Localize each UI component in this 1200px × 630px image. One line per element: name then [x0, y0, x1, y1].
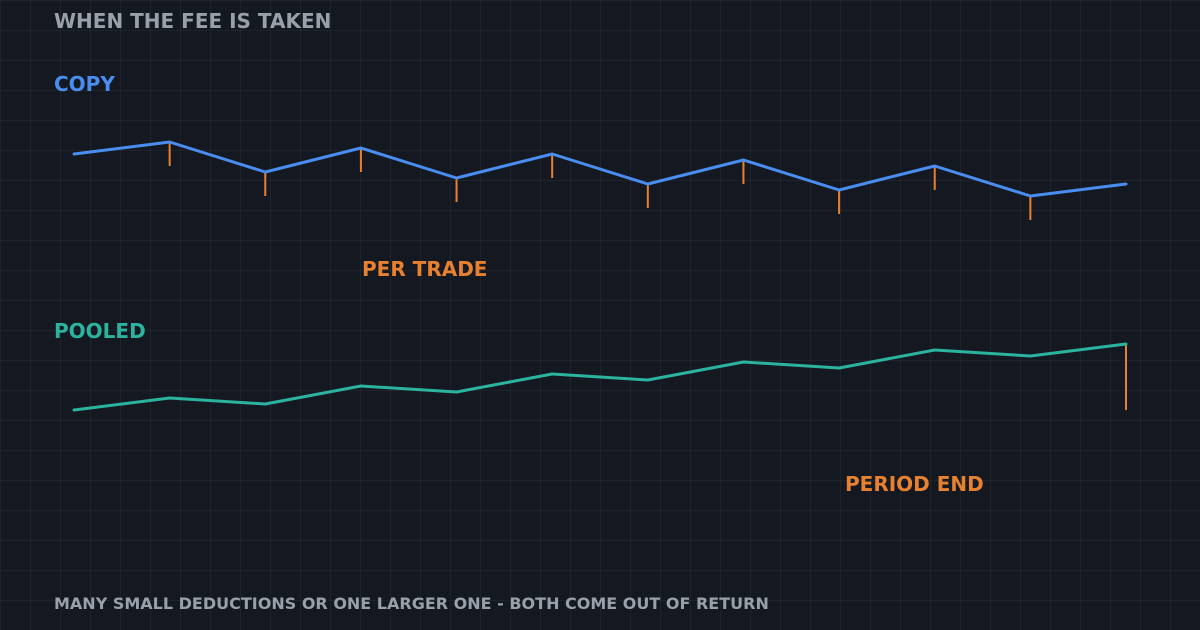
copy-panel: [72, 140, 1128, 220]
footer-note: MANY SMALL DEDUCTIONS OR ONE LARGER ONE …: [54, 594, 769, 613]
pooled-panel-label: POOLED: [54, 319, 146, 343]
per-trade-annotation: PER TRADE: [362, 257, 488, 281]
copy-panel-label: COPY: [54, 72, 115, 96]
pooled-series-line: [72, 342, 1128, 412]
pooled-panel: [72, 342, 1128, 412]
page-title: WHEN THE FEE IS TAKEN: [54, 9, 332, 33]
period-end-annotation: PERIOD END: [845, 472, 984, 496]
copy-series-line: [72, 140, 1128, 198]
